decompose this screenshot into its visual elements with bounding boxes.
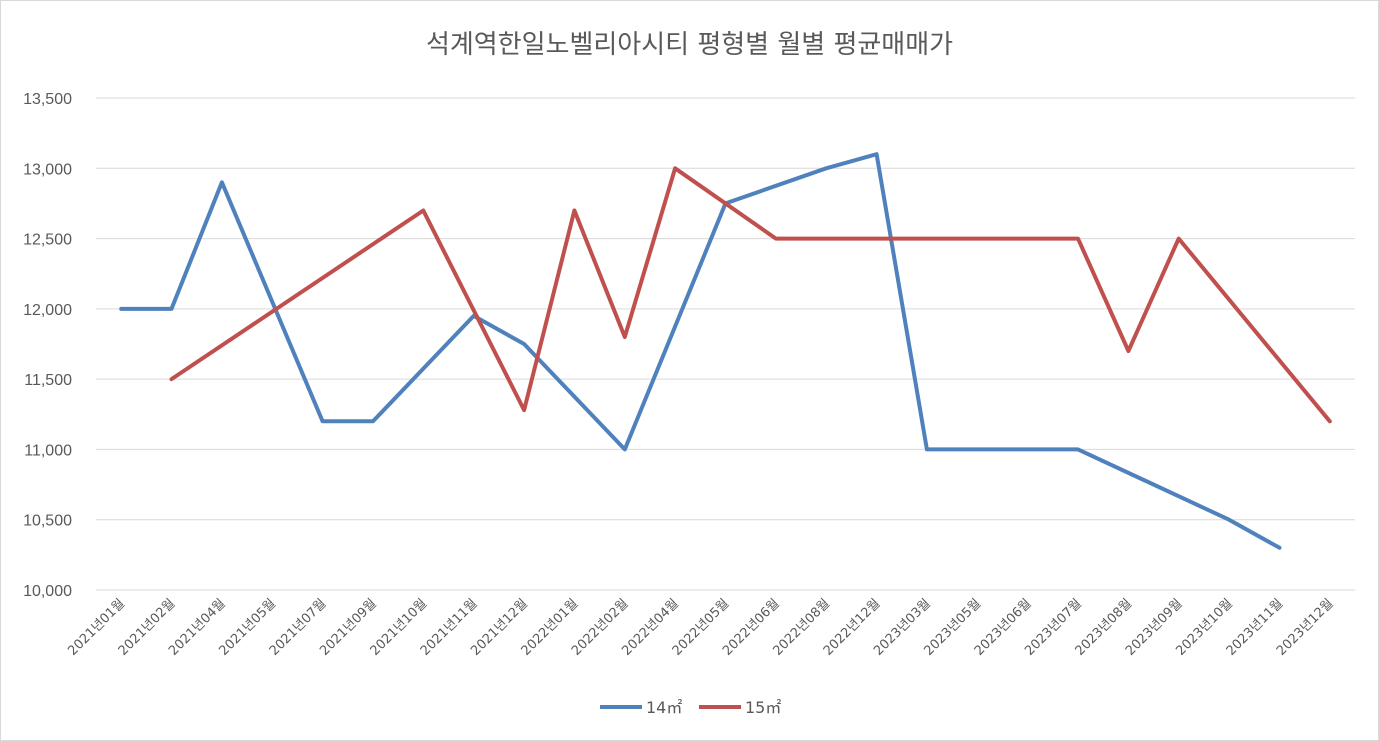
series-line-1 <box>119 152 1282 550</box>
chart-title: 석계역한일노벨리아시티 평형별 월별 평균매매가 <box>425 30 954 60</box>
y-tick-label: 10,000 <box>23 583 72 600</box>
legend: 14㎡ 15㎡ <box>600 698 781 717</box>
legend-label: 15㎡ <box>745 698 781 717</box>
series-line-2 <box>169 166 1332 424</box>
x-axis-ticks: 2021년01월2021년02월2021년04월2021년05월2021년07월… <box>65 596 1336 659</box>
series-lines <box>119 152 1332 550</box>
y-tick-label: 11,000 <box>24 442 72 459</box>
gridlines <box>96 97 1355 591</box>
legend-label: 14㎡ <box>646 698 682 717</box>
y-tick-label: 12,000 <box>23 302 72 319</box>
y-axis-ticks: 10,000 10,500 11,000 11,500 12,000 12,500 13,0… <box>23 91 72 600</box>
y-tick-label: 13,000 <box>23 161 72 178</box>
y-tick-label: 13,500 <box>23 91 72 108</box>
y-tick-label: 12,500 <box>23 232 72 249</box>
y-tick-label: 10,500 <box>23 513 72 530</box>
y-tick-label: 11,500 <box>24 372 72 389</box>
